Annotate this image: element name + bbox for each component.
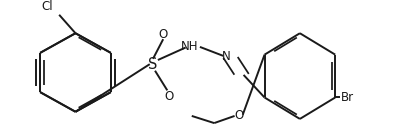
Text: NH: NH [181, 40, 198, 53]
Text: Br: Br [341, 91, 355, 104]
Text: N: N [222, 50, 231, 63]
Text: O: O [165, 90, 174, 103]
Text: Cl: Cl [42, 0, 53, 13]
Text: O: O [234, 109, 243, 122]
Text: S: S [149, 57, 157, 72]
Text: O: O [159, 28, 168, 41]
